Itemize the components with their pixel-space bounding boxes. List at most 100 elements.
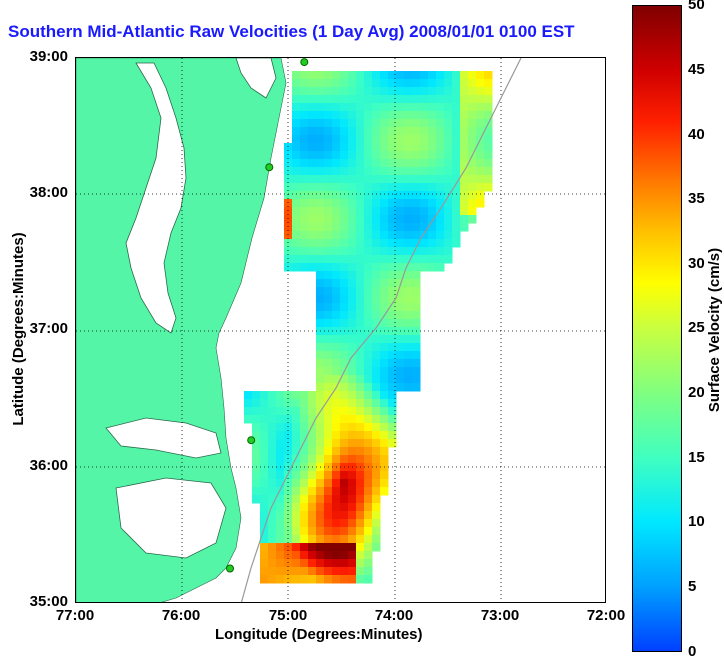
velocity-cell (404, 359, 413, 368)
velocity-cell (428, 239, 437, 248)
velocity-cell (348, 271, 357, 280)
velocity-cell (340, 487, 349, 496)
velocity-cell (428, 71, 437, 80)
velocity-cell (380, 127, 389, 136)
velocity-cell (268, 535, 277, 544)
velocity-cell (332, 439, 341, 448)
velocity-cell (396, 71, 405, 80)
velocity-cell (300, 559, 309, 568)
velocity-cell (300, 415, 309, 424)
velocity-cell (420, 95, 429, 104)
velocity-cell (308, 535, 317, 544)
velocity-cell (292, 223, 301, 232)
velocity-cell (428, 215, 437, 224)
velocity-cell (260, 543, 269, 552)
velocity-cell (364, 175, 373, 184)
velocity-cell (404, 143, 413, 152)
velocity-cell (356, 431, 365, 440)
velocity-cell (436, 151, 445, 160)
velocity-cell (364, 167, 373, 176)
velocity-cell (340, 231, 349, 240)
velocity-cell (388, 311, 397, 320)
velocity-cell (412, 167, 421, 176)
velocity-cell (364, 159, 373, 168)
velocity-cell (268, 423, 277, 432)
velocity-cell (436, 247, 445, 256)
velocity-cell (428, 199, 437, 208)
velocity-cell (260, 511, 269, 520)
velocity-cell (388, 223, 397, 232)
velocity-cell (260, 559, 269, 568)
velocity-cell (276, 495, 285, 504)
velocity-cell (348, 311, 357, 320)
velocity-cell (316, 447, 325, 456)
velocity-cell (364, 367, 373, 376)
velocity-cell (364, 239, 373, 248)
velocity-cell (284, 199, 293, 208)
velocity-cell (300, 87, 309, 96)
velocity-cell (420, 239, 429, 248)
velocity-cell (404, 295, 413, 304)
velocity-cell (308, 439, 317, 448)
velocity-cell (468, 175, 477, 184)
velocity-cell (332, 143, 341, 152)
velocity-cell (372, 231, 381, 240)
velocity-cell (372, 399, 381, 408)
delaware-bay (235, 58, 277, 99)
velocity-cell (364, 543, 373, 552)
velocity-cell (364, 303, 373, 312)
velocity-cell (468, 87, 477, 96)
velocity-cell (308, 167, 317, 176)
velocity-cell (340, 543, 349, 552)
velocity-cell (412, 151, 421, 160)
velocity-cell (252, 447, 261, 456)
velocity-cell (412, 231, 421, 240)
velocity-cell (260, 407, 269, 416)
velocity-cell (316, 215, 325, 224)
velocity-cell (364, 87, 373, 96)
velocity-cell (332, 247, 341, 256)
velocity-cell (428, 143, 437, 152)
velocity-cell (460, 119, 469, 128)
velocity-cell (372, 103, 381, 112)
velocity-field (244, 71, 493, 584)
velocity-cell (428, 127, 437, 136)
velocity-cell (324, 431, 333, 440)
velocity-cell (396, 191, 405, 200)
velocity-cell (372, 119, 381, 128)
velocity-cell (316, 231, 325, 240)
velocity-cell (268, 511, 277, 520)
velocity-cell (484, 167, 493, 176)
velocity-cell (324, 375, 333, 384)
velocity-cell (372, 415, 381, 424)
velocity-cell (316, 279, 325, 288)
velocity-cell (340, 303, 349, 312)
velocity-cell (484, 159, 493, 168)
velocity-cell (396, 143, 405, 152)
velocity-cell (308, 479, 317, 488)
map-plot-area[interactable] (75, 57, 606, 603)
velocity-cell (324, 79, 333, 88)
colorbar-tick: 25 (688, 319, 705, 336)
velocity-cell (316, 455, 325, 464)
velocity-cell (372, 535, 381, 544)
velocity-cell (388, 167, 397, 176)
velocity-cell (340, 311, 349, 320)
velocity-cell (404, 111, 413, 120)
velocity-cell (308, 103, 317, 112)
velocity-cell (300, 135, 309, 144)
velocity-cell (340, 287, 349, 296)
velocity-cell (300, 247, 309, 256)
velocity-cell (396, 319, 405, 328)
velocity-cell (388, 335, 397, 344)
velocity-cell (260, 415, 269, 424)
velocity-cell (380, 199, 389, 208)
velocity-cell (308, 239, 317, 248)
velocity-cell (308, 255, 317, 264)
velocity-cell (332, 199, 341, 208)
velocity-cell (364, 407, 373, 416)
velocity-cell (316, 335, 325, 344)
velocity-cell (364, 495, 373, 504)
velocity-cell (372, 343, 381, 352)
velocity-cell (388, 151, 397, 160)
